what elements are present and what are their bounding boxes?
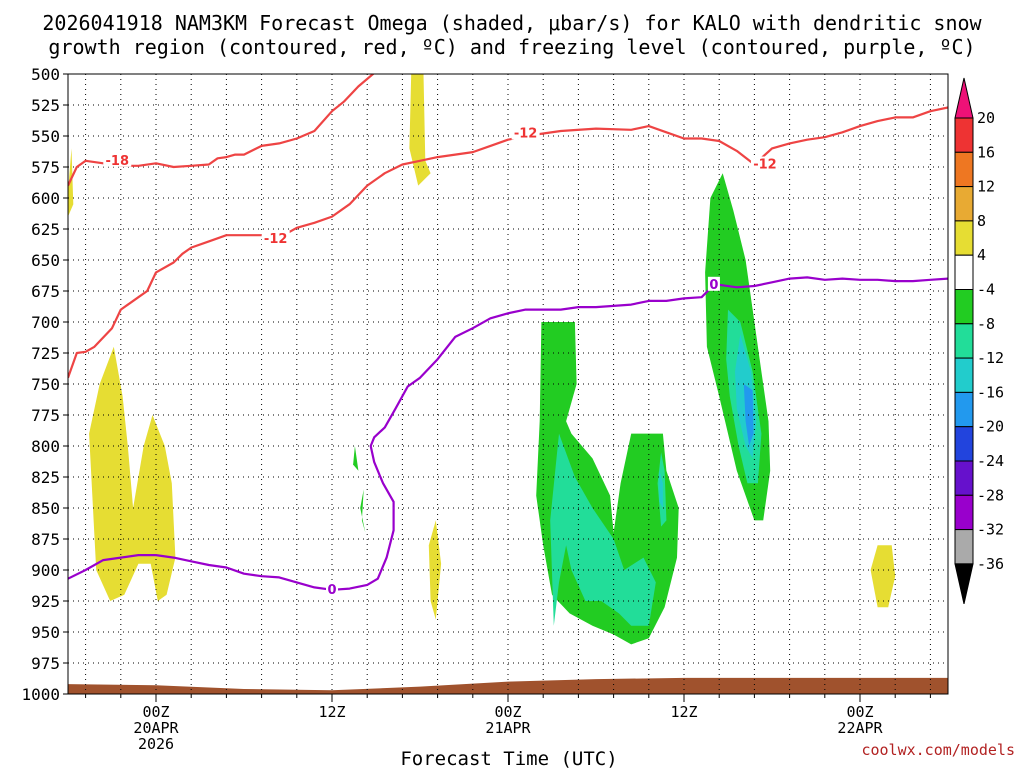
colorbar: 20 16 12 8 4 -4 -8 -12 -16 -20 -24 -28 -32 -36 (954, 77, 1004, 605)
colorbar-label-3: 12 (977, 178, 995, 196)
y-tick-label-525: 525 (31, 96, 60, 115)
dendritic_lower_isotherm-label-bg-3 (750, 156, 779, 171)
grid-layer (68, 74, 948, 694)
colorbar-label-4: 8 (977, 212, 986, 230)
y-tick-label-675: 675 (31, 282, 60, 301)
dendritic_lower_isotherm-label-2: -12 (514, 127, 538, 142)
colorbar-box-9 (954, 391, 974, 428)
dendritic_lower_isotherm-label-1: -12 (264, 232, 288, 247)
terrain-layer (68, 677, 948, 694)
y-tick-label-875: 875 (31, 530, 60, 549)
dendritic_upper_isotherm-label-bg-1 (103, 152, 132, 167)
omega_negative_12-region-2 (659, 470, 663, 508)
dendritic_lower_isotherm-line (68, 106, 948, 379)
omega_positive_4-region-1 (89, 346, 176, 601)
colorbar-box-5 (954, 254, 974, 290)
y-tick-label-700: 700 (31, 313, 60, 332)
y-tick-label-900: 900 (31, 561, 60, 580)
colorbar-box-13 (954, 529, 974, 565)
omega_positive_4-region-3 (428, 520, 442, 620)
colorbar-top-arrow (954, 77, 974, 119)
omega_positive_4-region-2 (409, 74, 431, 186)
y-tick-label-600: 600 (31, 189, 60, 208)
y-tick-label-725: 725 (31, 344, 60, 363)
colorbar-label-7: -8 (977, 315, 995, 333)
colorbar-label-14: -36 (977, 555, 1004, 573)
freezing_level-label-1: 0 (327, 583, 336, 598)
colorbar-box-4 (954, 220, 974, 256)
y-tick-label-975: 975 (31, 654, 60, 673)
colorbar-box-8 (954, 357, 974, 393)
dendritic_lower_isotherm-label-3: -12 (753, 158, 777, 173)
y-tick-label-650: 650 (31, 251, 60, 270)
terrain-fill (68, 677, 948, 694)
freezing_level-label-2: 0 (709, 278, 718, 293)
chart-title-line-1: 2026041918 NAM3KM Forecast Omega (shaded… (42, 11, 982, 35)
y-tick-label-825: 825 (31, 468, 60, 487)
x-tick-label-10-1: 12Z (318, 703, 345, 721)
freezing_level-label-bg-2 (707, 276, 720, 291)
dendritic_lower_isotherm-label-bg-1 (261, 230, 290, 245)
colorbar-label-5: 4 (977, 246, 986, 264)
omega-shading-layer (68, 74, 896, 645)
colorbar-box-6 (954, 289, 974, 325)
y-tick-label-500: 500 (31, 65, 60, 84)
x-tick-label-30-1: 12Z (670, 703, 697, 721)
freezing_level-line (68, 276, 948, 591)
y-tick-label-575: 575 (31, 158, 60, 177)
colorbar-label-1: 20 (977, 109, 995, 127)
colorbar-box-11 (954, 460, 974, 496)
y-tick-label-550: 550 (31, 127, 60, 146)
colorbar-box-10 (954, 426, 974, 462)
y-tick-label-850: 850 (31, 499, 60, 518)
colorbar-label-2: 16 (977, 143, 995, 161)
y-tick-label-750: 750 (31, 375, 60, 394)
chart-title-line-2: growth region (contoured, red, ºC) and f… (48, 35, 975, 59)
colorbar-label-12: -28 (977, 486, 1004, 504)
y-tick-label-800: 800 (31, 437, 60, 456)
colorbar-box-12 (954, 494, 974, 531)
x-tick-label-40-1: 00Z (846, 703, 873, 721)
freezing_level-label-bg-1 (326, 581, 338, 596)
y-tick-label-625: 625 (31, 220, 60, 239)
x-tick-label-40-2: 22APR (837, 719, 883, 737)
colorbar-label-10: -20 (977, 418, 1004, 436)
x-tick-label-0-1: 00Z (142, 703, 169, 721)
dendritic_lower_isotherm-label-bg-2 (511, 125, 540, 140)
y-tick-label-1000: 1000 (21, 685, 60, 704)
dendritic_upper_isotherm-line (68, 74, 375, 187)
colorbar-label-13: -32 (977, 521, 1004, 539)
colorbar-label-9: -16 (977, 383, 1004, 401)
colorbar-label-6: -4 (977, 281, 995, 299)
y-tick-label-775: 775 (31, 406, 60, 425)
colorbar-box-2 (954, 151, 974, 188)
dendritic_upper_isotherm-label-1: -18 (106, 154, 130, 169)
colorbar-label-8: -12 (977, 349, 1004, 367)
y-tick-label-925: 925 (31, 592, 60, 611)
colorbar-box-1 (954, 117, 974, 153)
x-tick-label-0-3: 2026 (138, 735, 174, 753)
x-tick-label-0-2: 20APR (133, 719, 179, 737)
omega_negative_4-region-3 (353, 446, 359, 471)
y-axis: 500 525 550 575 600 625 650 675 700 725 750 775 800 8… (21, 65, 68, 704)
omega_negative_4-region-2 (360, 489, 366, 533)
x-tick-label-20-2: 21APR (485, 719, 531, 737)
colorbar-label-11: -24 (977, 452, 1004, 470)
omega_positive_4-region-4 (870, 545, 896, 608)
y-tick-label-950: 950 (31, 623, 60, 642)
x-axis-label: Forecast Time (UTC) (400, 748, 617, 768)
colorbar-box-3 (954, 186, 974, 222)
x-tick-label-20-1: 00Z (494, 703, 521, 721)
colorbar-bottom-arrow (954, 563, 974, 605)
colorbar-box-7 (954, 323, 974, 359)
omega_negative_8-region-1 (550, 433, 656, 626)
contour-layer: -18 -12 -12 -12 0 0 (68, 74, 948, 598)
site-credit: coolwx.com/models (861, 741, 1015, 759)
